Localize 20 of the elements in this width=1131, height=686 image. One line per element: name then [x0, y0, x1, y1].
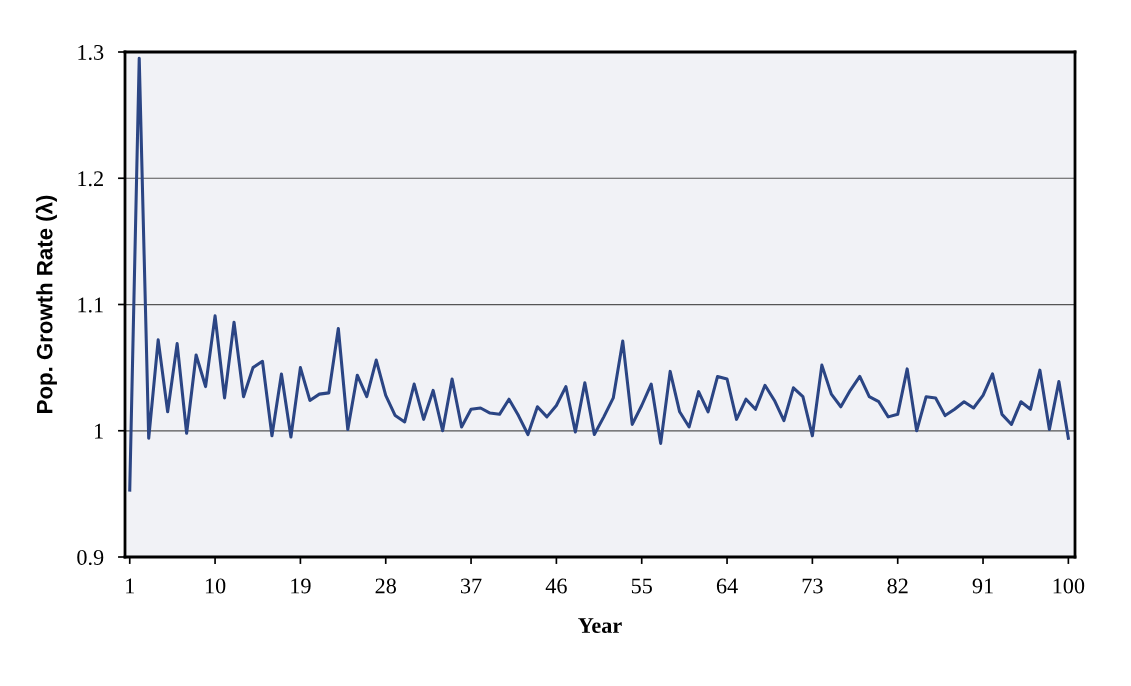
y-axis-title: Pop. Growth Rate (λ): [35, 195, 57, 413]
y-tick-label: 1.1: [78, 297, 103, 313]
x-tick-label: 46: [545, 578, 567, 594]
x-tick-label: 55: [631, 578, 652, 594]
x-tick-label: 37: [461, 578, 482, 594]
x-tick-label: 1: [126, 578, 134, 594]
x-axis-title: Year: [578, 618, 622, 634]
y-tick-label: 0.9: [77, 549, 104, 566]
y-tick-label: 1.2: [78, 171, 103, 187]
line-series: [128, 56, 1070, 492]
x-tick-label: 28: [375, 578, 396, 594]
x-tick-label: 100: [1053, 578, 1085, 594]
y-tick-label: 1.3: [78, 44, 104, 61]
x-tick-label: 91: [972, 578, 993, 594]
x-tick-label: 64: [716, 578, 738, 594]
x-tick-label: 82: [887, 578, 908, 594]
y-tick-label: 1: [95, 423, 103, 439]
x-tick-label: 19: [291, 578, 311, 594]
x-tick-label: 10: [205, 578, 226, 594]
x-tick-label: 73: [802, 578, 823, 594]
